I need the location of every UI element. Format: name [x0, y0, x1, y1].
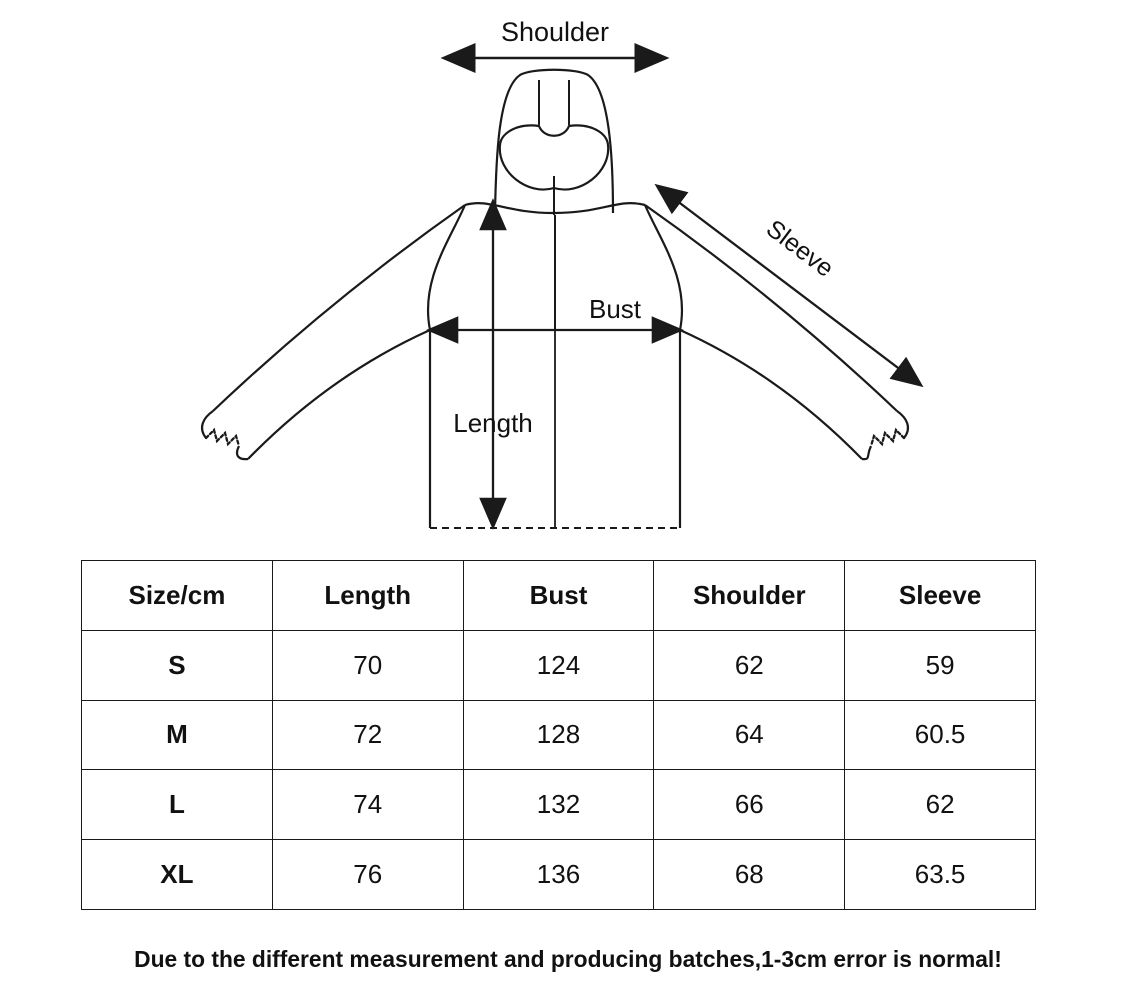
svg-text:Shoulder: Shoulder — [501, 17, 609, 47]
svg-text:Length: Length — [453, 408, 533, 438]
svg-text:Bust: Bust — [589, 294, 642, 324]
